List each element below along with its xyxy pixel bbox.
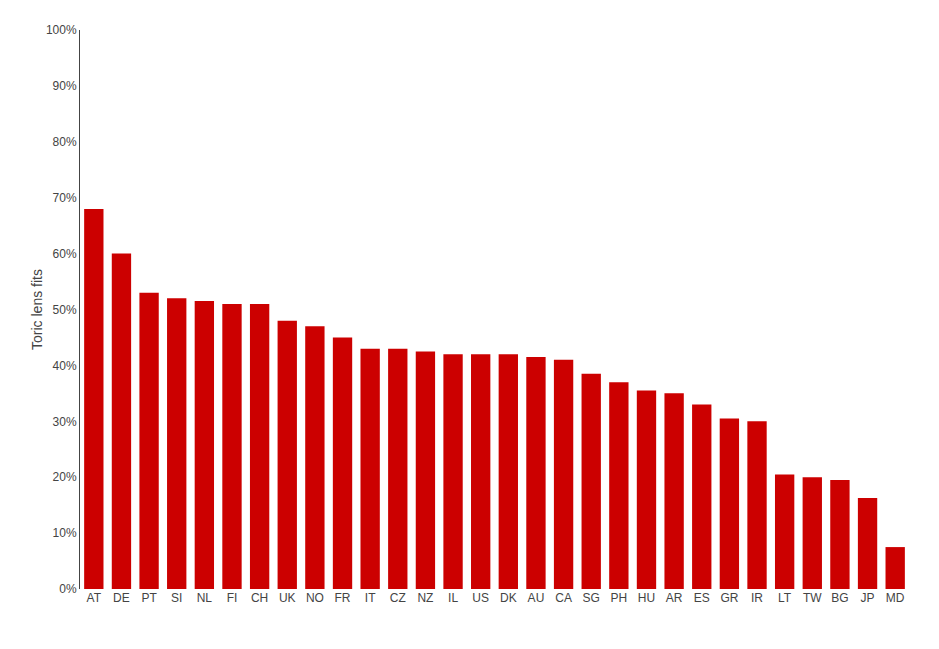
svg-text:30%: 30%: [53, 415, 77, 429]
svg-text:40%: 40%: [53, 359, 77, 373]
svg-text:AU: AU: [528, 591, 545, 605]
svg-text:10%: 10%: [53, 526, 77, 540]
svg-text:TW: TW: [803, 591, 822, 605]
svg-text:SG: SG: [583, 591, 600, 605]
svg-text:0%: 0%: [59, 582, 77, 596]
svg-text:SI: SI: [171, 591, 182, 605]
svg-text:NO: NO: [306, 591, 324, 605]
svg-text:FR: FR: [335, 591, 351, 605]
svg-text:IL: IL: [448, 591, 458, 605]
svg-text:Toric lens fits: Toric lens fits: [29, 269, 45, 350]
svg-text:US: US: [472, 591, 489, 605]
svg-text:FI: FI: [227, 591, 238, 605]
svg-text:DK: DK: [500, 591, 517, 605]
svg-text:LT: LT: [778, 591, 792, 605]
svg-text:NL: NL: [197, 591, 213, 605]
svg-text:HU: HU: [638, 591, 655, 605]
svg-text:70%: 70%: [53, 191, 77, 205]
svg-text:PT: PT: [141, 591, 157, 605]
svg-text:80%: 80%: [53, 135, 77, 149]
svg-text:AR: AR: [666, 591, 683, 605]
svg-text:JP: JP: [861, 591, 875, 605]
svg-text:20%: 20%: [53, 470, 77, 484]
svg-text:ES: ES: [694, 591, 710, 605]
svg-text:CZ: CZ: [390, 591, 406, 605]
svg-text:50%: 50%: [53, 303, 77, 317]
svg-text:GR: GR: [720, 591, 738, 605]
svg-text:AT: AT: [87, 591, 102, 605]
svg-text:PH: PH: [611, 591, 628, 605]
svg-text:DE: DE: [113, 591, 130, 605]
svg-text:MD: MD: [886, 591, 905, 605]
svg-text:CA: CA: [555, 591, 572, 605]
svg-text:BG: BG: [831, 591, 848, 605]
svg-text:100%: 100%: [46, 23, 77, 37]
svg-text:60%: 60%: [53, 247, 77, 261]
svg-text:UK: UK: [279, 591, 296, 605]
svg-text:IT: IT: [365, 591, 376, 605]
svg-text:90%: 90%: [53, 79, 77, 93]
svg-text:CH: CH: [251, 591, 268, 605]
svg-text:NZ: NZ: [417, 591, 433, 605]
svg-text:IR: IR: [751, 591, 763, 605]
